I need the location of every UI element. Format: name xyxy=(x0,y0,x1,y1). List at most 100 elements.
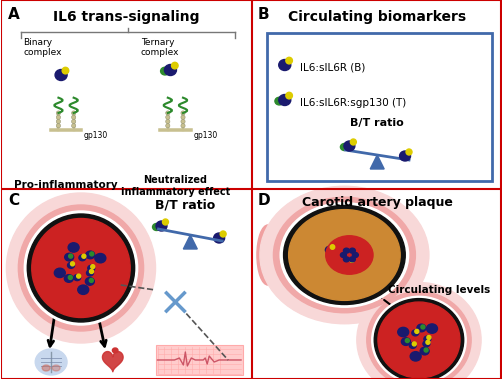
Circle shape xyxy=(181,111,185,115)
Polygon shape xyxy=(102,352,123,371)
Ellipse shape xyxy=(260,186,429,324)
Ellipse shape xyxy=(352,252,358,257)
Ellipse shape xyxy=(79,255,86,261)
Circle shape xyxy=(91,265,95,269)
Circle shape xyxy=(56,119,60,124)
Ellipse shape xyxy=(410,352,421,361)
Ellipse shape xyxy=(426,324,437,333)
Text: Binary
complex: Binary complex xyxy=(23,38,62,57)
Ellipse shape xyxy=(286,57,292,64)
Ellipse shape xyxy=(280,203,409,307)
Ellipse shape xyxy=(326,246,334,254)
Ellipse shape xyxy=(52,365,60,371)
Circle shape xyxy=(72,111,76,115)
Text: Circulating levels: Circulating levels xyxy=(388,285,490,295)
Ellipse shape xyxy=(62,67,69,74)
Ellipse shape xyxy=(214,233,225,243)
Text: Pro-inflammatory: Pro-inflammatory xyxy=(14,180,118,190)
Ellipse shape xyxy=(417,324,426,332)
Circle shape xyxy=(89,279,93,282)
Text: Carotid artery plaque: Carotid artery plaque xyxy=(302,196,453,209)
Ellipse shape xyxy=(112,348,118,353)
Ellipse shape xyxy=(18,205,144,331)
Ellipse shape xyxy=(401,338,410,345)
Ellipse shape xyxy=(32,219,130,318)
Ellipse shape xyxy=(86,251,95,259)
Text: C: C xyxy=(9,193,20,208)
Text: IL6 trans-signaling: IL6 trans-signaling xyxy=(53,10,200,24)
Text: IL6:sIL6R (B): IL6:sIL6R (B) xyxy=(300,63,365,73)
Circle shape xyxy=(421,325,425,329)
Ellipse shape xyxy=(162,219,168,225)
Ellipse shape xyxy=(55,69,67,80)
Circle shape xyxy=(69,254,73,258)
Ellipse shape xyxy=(95,254,106,263)
Ellipse shape xyxy=(156,221,167,231)
Text: IL6:sIL6R:sgp130 (T): IL6:sIL6R:sgp130 (T) xyxy=(300,98,406,108)
Ellipse shape xyxy=(340,144,348,150)
Ellipse shape xyxy=(323,248,329,254)
Ellipse shape xyxy=(65,253,74,261)
Ellipse shape xyxy=(24,211,138,325)
Ellipse shape xyxy=(7,193,156,343)
Ellipse shape xyxy=(350,258,354,262)
Text: B/T ratio: B/T ratio xyxy=(155,198,216,211)
Circle shape xyxy=(56,115,60,119)
Circle shape xyxy=(166,119,170,124)
Circle shape xyxy=(82,254,86,258)
Ellipse shape xyxy=(344,262,349,266)
Ellipse shape xyxy=(131,235,151,301)
Ellipse shape xyxy=(88,265,95,271)
Ellipse shape xyxy=(423,341,430,347)
Ellipse shape xyxy=(257,225,279,285)
Ellipse shape xyxy=(343,257,349,262)
Ellipse shape xyxy=(346,260,353,266)
Ellipse shape xyxy=(349,257,355,262)
Circle shape xyxy=(427,335,431,340)
Circle shape xyxy=(424,348,428,352)
Ellipse shape xyxy=(420,347,429,355)
Text: gp130: gp130 xyxy=(194,130,218,139)
Circle shape xyxy=(90,269,93,274)
Circle shape xyxy=(181,119,185,124)
Circle shape xyxy=(72,115,76,119)
Ellipse shape xyxy=(68,243,79,252)
Ellipse shape xyxy=(286,92,292,99)
Circle shape xyxy=(166,111,170,115)
Ellipse shape xyxy=(35,349,67,375)
Ellipse shape xyxy=(344,141,355,151)
Text: gp130: gp130 xyxy=(84,130,108,139)
FancyBboxPatch shape xyxy=(156,345,243,375)
Ellipse shape xyxy=(220,231,226,237)
Ellipse shape xyxy=(367,292,471,379)
Ellipse shape xyxy=(87,270,93,276)
Ellipse shape xyxy=(279,60,291,70)
Circle shape xyxy=(72,124,76,128)
Text: B/T ratio: B/T ratio xyxy=(350,118,404,128)
Ellipse shape xyxy=(65,275,73,282)
Circle shape xyxy=(405,338,409,343)
Text: Neutralized
inflammatory effect: Neutralized inflammatory effect xyxy=(121,175,230,197)
FancyBboxPatch shape xyxy=(267,33,491,181)
Ellipse shape xyxy=(68,262,75,268)
Ellipse shape xyxy=(400,151,411,161)
Text: B: B xyxy=(258,7,270,22)
Ellipse shape xyxy=(372,296,466,379)
Ellipse shape xyxy=(274,197,415,313)
Text: A: A xyxy=(9,7,20,22)
Ellipse shape xyxy=(74,275,81,280)
Ellipse shape xyxy=(54,268,65,277)
Circle shape xyxy=(415,329,419,334)
Circle shape xyxy=(426,340,430,344)
Ellipse shape xyxy=(424,336,431,342)
Circle shape xyxy=(166,124,170,128)
Circle shape xyxy=(166,115,170,119)
Ellipse shape xyxy=(279,94,291,105)
Ellipse shape xyxy=(398,327,409,337)
Ellipse shape xyxy=(374,299,464,379)
Ellipse shape xyxy=(326,236,373,274)
Ellipse shape xyxy=(340,252,346,257)
Ellipse shape xyxy=(171,62,178,69)
Text: D: D xyxy=(258,193,271,208)
Circle shape xyxy=(90,252,94,256)
